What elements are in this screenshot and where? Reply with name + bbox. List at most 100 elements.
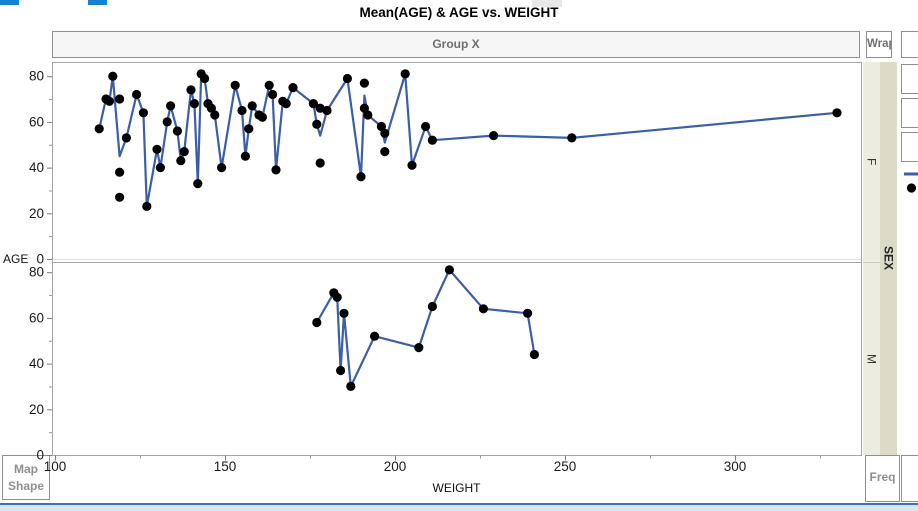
data-point-f[interactable] [237,105,247,116]
y-tick-label: 60 [29,310,44,325]
data-point-f[interactable] [380,147,390,157]
data-point-f[interactable] [230,80,240,90]
mean-age-line-f [98,72,839,208]
data-point-f[interactable] [104,96,114,106]
data-point-f[interactable] [257,112,267,122]
data-point-f[interactable] [115,192,125,202]
data-point-f[interactable] [359,78,369,88]
window-status-bar [0,503,918,511]
group-x-drop-zone[interactable]: Group X [52,31,860,58]
data-point-m[interactable] [332,292,342,302]
data-point-f[interactable] [217,163,227,173]
data-point-f[interactable] [312,119,322,129]
data-point-f[interactable] [376,121,386,132]
data-point-f[interactable] [244,124,254,134]
data-point-f[interactable] [189,99,199,109]
x-tick-label: 300 [724,459,747,474]
plot-frame [52,62,862,456]
data-point-f[interactable] [166,101,176,111]
data-point-m[interactable] [427,301,437,312]
data-point-m[interactable] [336,365,346,376]
map-shape-drop-zone[interactable]: Map Shape [2,455,50,500]
data-point-f[interactable] [489,131,499,141]
data-point-f[interactable] [281,99,291,109]
y-axis-title: AGE [3,252,28,266]
x-tick-label: 150 [214,459,237,474]
data-point-f[interactable] [832,108,842,118]
sex-level-strip: F M [863,62,880,455]
data-point-f[interactable] [363,110,373,120]
sex-variable-label: SEX [881,246,896,271]
top-accent-bar-second [88,0,107,5]
data-point-m[interactable] [478,304,488,314]
data-point-f[interactable] [247,101,257,111]
data-point-m[interactable] [444,265,454,275]
mean-age-line-m [315,268,536,388]
data-point-f[interactable] [138,108,148,118]
data-point-f[interactable] [176,156,186,166]
data-point-m[interactable] [312,317,322,328]
data-point-m[interactable] [370,331,380,341]
data-point-f[interactable] [94,124,104,134]
y-tick-label: 20 [29,402,44,417]
sex-level-label-f: F [864,158,879,166]
data-point-f[interactable] [359,103,369,113]
data-point-f[interactable] [193,179,203,189]
data-point-m[interactable] [346,381,356,391]
sex-variable-strip: SEX [880,62,897,455]
wrap-drop-zone[interactable]: Wrap [866,31,892,58]
right-panel-box-3 [901,98,918,128]
data-point-f[interactable] [271,165,281,175]
data-point-f[interactable] [210,110,220,120]
data-point-m[interactable] [339,308,349,318]
data-point-f[interactable] [315,158,325,168]
data-point-f[interactable] [115,167,125,177]
x-tick-label: 200 [384,459,407,474]
data-point-f[interactable] [179,147,189,157]
data-point-f[interactable] [186,85,196,95]
y-tick-label: 80 [29,265,44,280]
data-point-f[interactable] [380,128,390,138]
right-panel-box-1 [901,31,918,58]
data-point-f[interactable] [407,160,417,170]
data-point-f[interactable] [356,172,366,182]
y-tick-label: 60 [29,114,44,129]
chart-title: Mean(AGE) & AGE vs. WEIGHT [359,5,559,20]
data-point-f[interactable] [108,71,118,81]
data-point-f[interactable] [142,201,152,211]
freq-drop-zone[interactable]: Freq [865,455,900,502]
y-tick-label: 40 [29,356,44,371]
legend-point-swatch[interactable] [906,183,917,193]
data-point-f[interactable] [400,69,410,79]
top-accent-bar-left [0,0,19,5]
data-point-f[interactable] [172,126,182,136]
data-point-f[interactable] [421,121,431,132]
right-panel-box-4 [901,132,918,162]
data-point-f[interactable] [264,80,274,90]
data-point-f[interactable] [206,103,216,113]
y-tick-label: 0 [36,252,44,267]
data-point-f[interactable] [115,94,125,104]
data-point-f[interactable] [121,133,131,143]
data-point-f[interactable] [308,99,318,109]
data-point-f[interactable] [240,151,250,161]
data-point-f[interactable] [342,73,352,84]
map-shape-line1: Map [14,462,38,476]
data-point-f[interactable] [427,135,437,145]
data-point-m[interactable] [414,343,424,353]
data-point-m[interactable] [523,308,533,318]
y-tick-label: 20 [29,206,44,221]
right-panel-box-bottom [901,455,918,502]
sex-level-cell-m: M [863,263,880,455]
map-shape-line2: Shape [7,479,44,494]
data-point-m[interactable] [529,349,540,360]
data-point-f[interactable] [288,83,298,93]
data-point-f[interactable] [155,163,165,173]
data-point-f[interactable] [152,144,162,154]
data-point-f[interactable] [132,89,142,100]
data-point-f[interactable] [200,73,210,84]
data-point-f[interactable] [268,89,278,100]
data-point-f[interactable] [162,117,172,127]
data-point-f[interactable] [567,133,577,143]
data-point-f[interactable] [322,105,332,116]
